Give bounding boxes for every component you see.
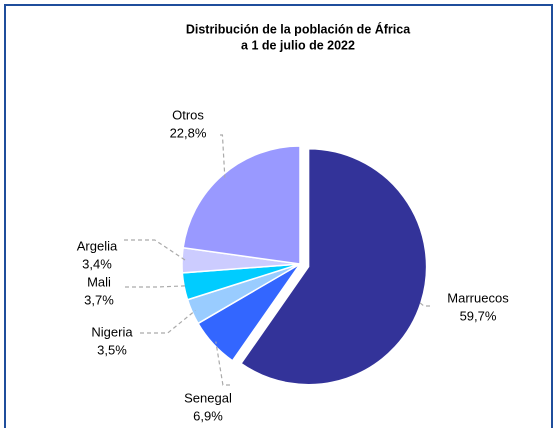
pie-slice <box>182 145 301 265</box>
chart-title: Distribución de la población de África <box>186 21 411 36</box>
slice-label: Senegal <box>184 390 232 405</box>
leader-line <box>140 309 196 334</box>
pie-slice <box>239 147 428 386</box>
value-label: 3,4% <box>82 256 112 271</box>
value-label: 59,7% <box>460 308 497 323</box>
leader-line <box>215 341 230 386</box>
value-label: 3,5% <box>97 342 127 357</box>
slice-label: Marruecos <box>447 290 509 305</box>
slice-label: Mali <box>87 274 111 289</box>
chart-title: a 1 de julio de 2022 <box>241 38 355 52</box>
slice-label: Argelia <box>77 238 118 253</box>
value-label: 3,7% <box>84 292 114 307</box>
slice-label: Otros <box>172 107 204 122</box>
leader-line <box>417 300 430 307</box>
leader-line <box>125 285 188 288</box>
value-label: 22,8% <box>170 125 207 140</box>
leader-line <box>220 134 226 178</box>
leader-line <box>124 239 186 261</box>
slice-label: Nigeria <box>91 324 133 339</box>
value-label: 6,9% <box>193 408 223 423</box>
